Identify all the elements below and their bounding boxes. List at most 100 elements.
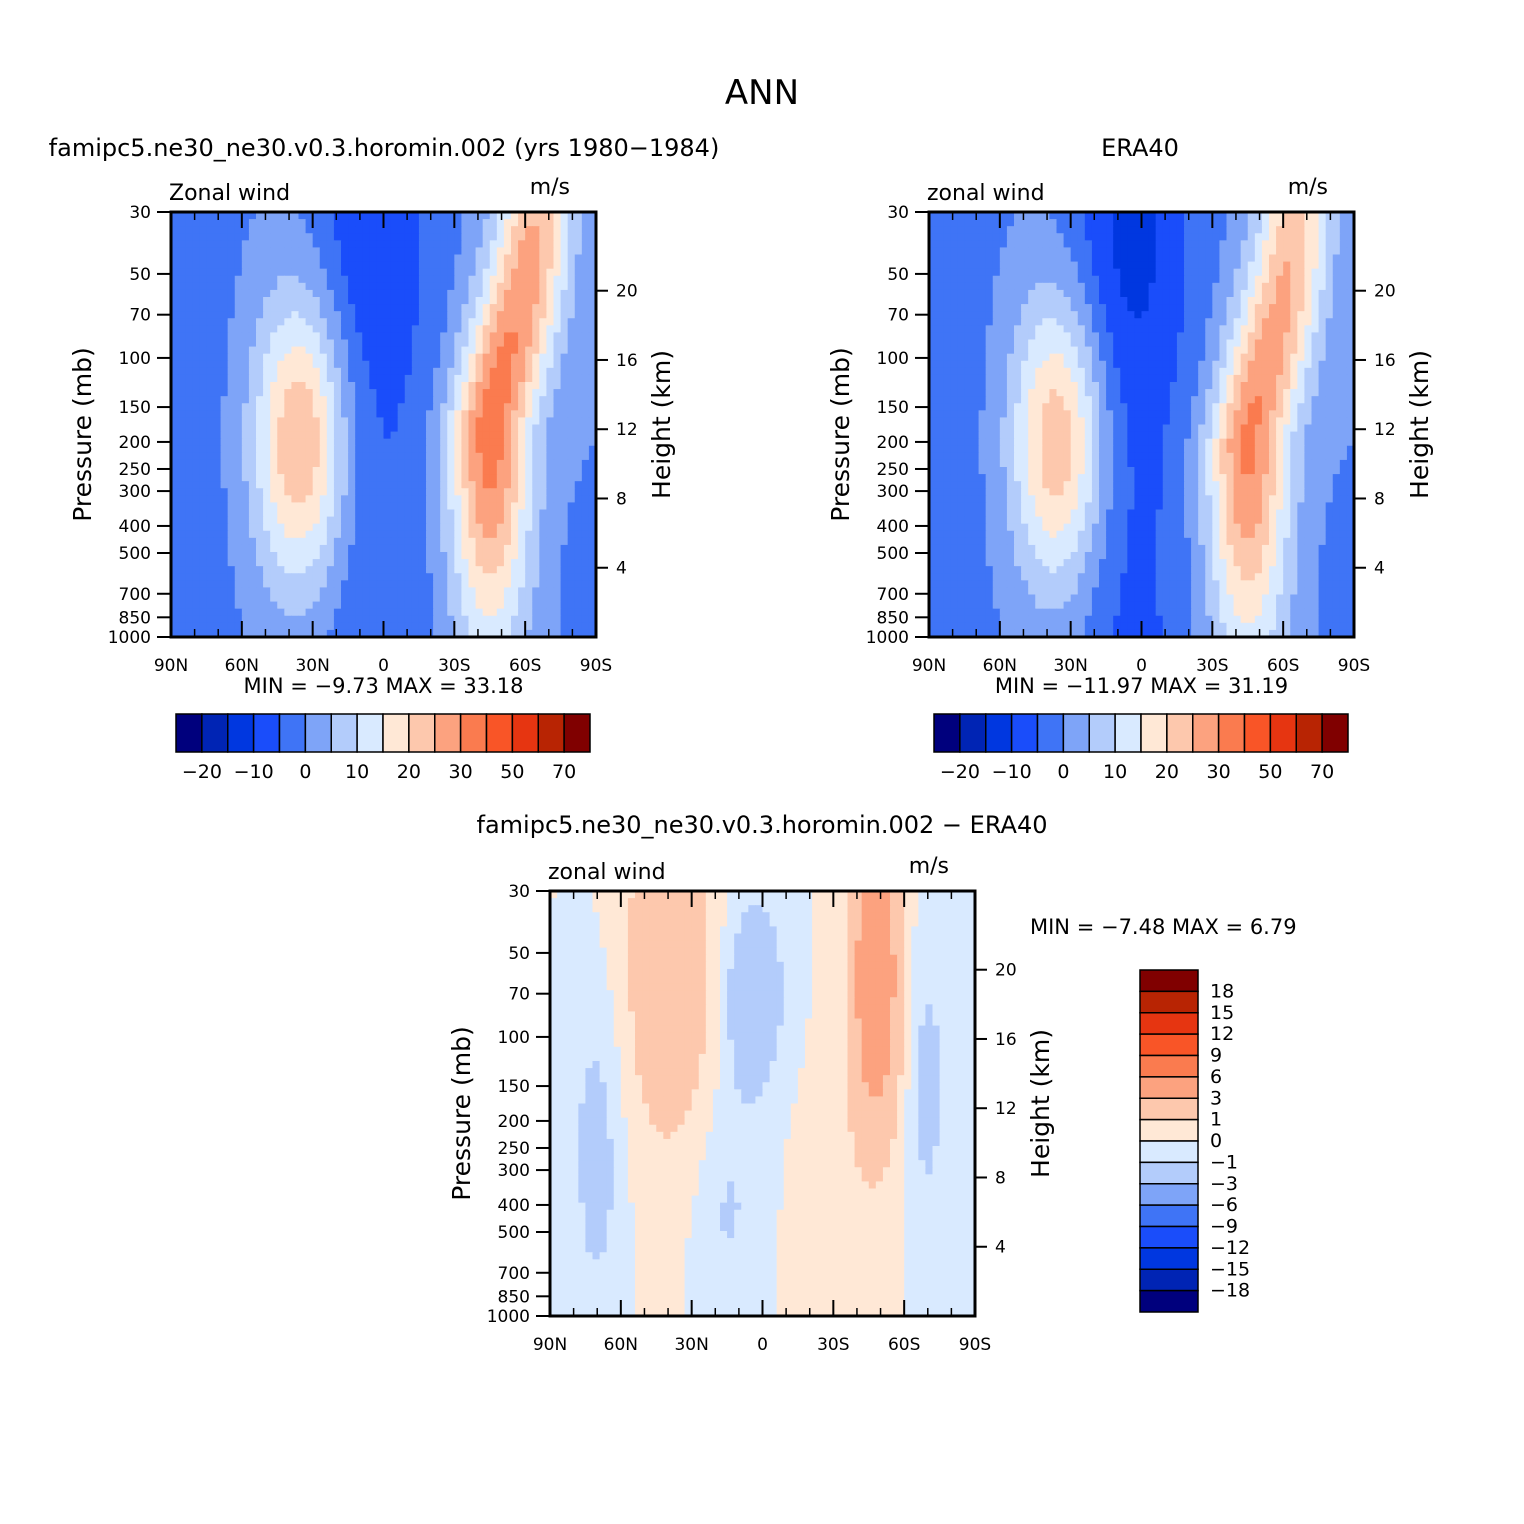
contour-cell [277,282,285,291]
contour-cell [192,226,200,234]
contour-cell [192,544,200,553]
contour-cell [1226,304,1235,312]
contour-cell [525,544,533,553]
contour-cell [950,289,958,298]
contour-cell [1134,339,1143,348]
contour-cell [532,297,540,305]
contour-cell [185,240,193,249]
contour-cell [298,247,307,256]
contour-cell [263,247,271,256]
contour-cell [411,410,420,419]
contour-cell [1134,275,1143,284]
contour-cell [447,544,455,553]
contour-cell [397,339,406,348]
contour-cell [284,403,293,411]
contour-cell [171,268,179,277]
contour-cell [213,537,222,546]
contour-cell [213,311,222,319]
contour-cell [560,544,569,553]
contour-cell [567,346,576,355]
contour-cell [1035,353,1043,362]
contour-cell [574,629,583,638]
contour-cell [511,573,519,581]
contour-cell [192,608,200,617]
contour-cell [1325,219,1334,227]
contour-cell [1106,297,1114,305]
colorbar-swatch [227,713,255,753]
contour-cell [220,488,229,496]
contour-cell [943,325,951,334]
contour-cell [263,396,271,404]
contour-cell [263,374,271,383]
contour-cell [1198,332,1206,341]
contour-cell [461,233,470,241]
contour-cell [227,367,236,376]
contour-cell [588,615,597,624]
contour-cell [185,445,193,454]
contour-cell [992,311,1001,319]
contour-cell [206,488,215,496]
contour-cell [1162,254,1171,263]
contour-cell [341,304,349,312]
contour-cell [270,587,278,596]
contour-cell [256,282,264,291]
contour-cell [1254,339,1263,348]
contour-cell [171,431,179,440]
lat-tick-label: 60S [509,656,541,676]
contour-cell [978,212,987,220]
contour-cell [525,304,533,312]
contour-cell [532,495,540,504]
contour-cell [1056,325,1065,334]
contour-cell [1169,304,1178,312]
contour-cell [454,467,463,475]
contour-cell [475,382,484,390]
contour-cell [199,240,208,249]
contour-cell [185,219,193,227]
contour-cell [971,289,980,298]
contour-cell [341,452,349,461]
contour-cell [503,403,512,411]
contour-cell [185,226,193,234]
contour-cell [206,566,215,574]
contour-cell [560,289,569,298]
contour-cell [213,410,222,419]
contour-cell [234,502,243,511]
contour-cell [284,424,293,433]
contour-cell [539,346,548,355]
contour-cell [284,360,293,369]
contour-cell [1049,226,1058,234]
contour-cell [418,282,427,291]
contour-cell [985,212,994,220]
contour-cell [298,332,307,341]
contour-cell [447,382,455,390]
contour-cell [1028,297,1036,305]
contour-cell [1035,219,1043,227]
contour-cell [1290,332,1298,341]
contour-cell [1099,289,1107,298]
contour-cell [525,615,533,624]
contour-cell [319,346,328,355]
contour-cell [1091,353,1100,362]
contour-cell [1035,318,1043,326]
contour-cell [1113,275,1121,284]
contour-cell [319,212,328,220]
contour-cell [1290,318,1298,326]
contour-cell [440,580,448,589]
contour-cell [468,629,477,638]
contour-cell [1091,304,1100,312]
contour-cell [1014,297,1022,305]
contour-cell [1240,282,1249,291]
contour-cell [248,233,257,241]
contour-cell [581,438,590,447]
contour-cell [241,297,250,305]
contour-cell [440,467,448,475]
contour-cell [482,325,491,334]
contour-cell [532,530,540,539]
contour-cell [404,488,413,496]
contour-cell [468,282,477,291]
contour-cell [1063,353,1072,362]
contour-cell [291,374,300,383]
contour-cell [270,445,278,454]
contour-cell [411,297,420,305]
contour-cell [1233,339,1242,348]
